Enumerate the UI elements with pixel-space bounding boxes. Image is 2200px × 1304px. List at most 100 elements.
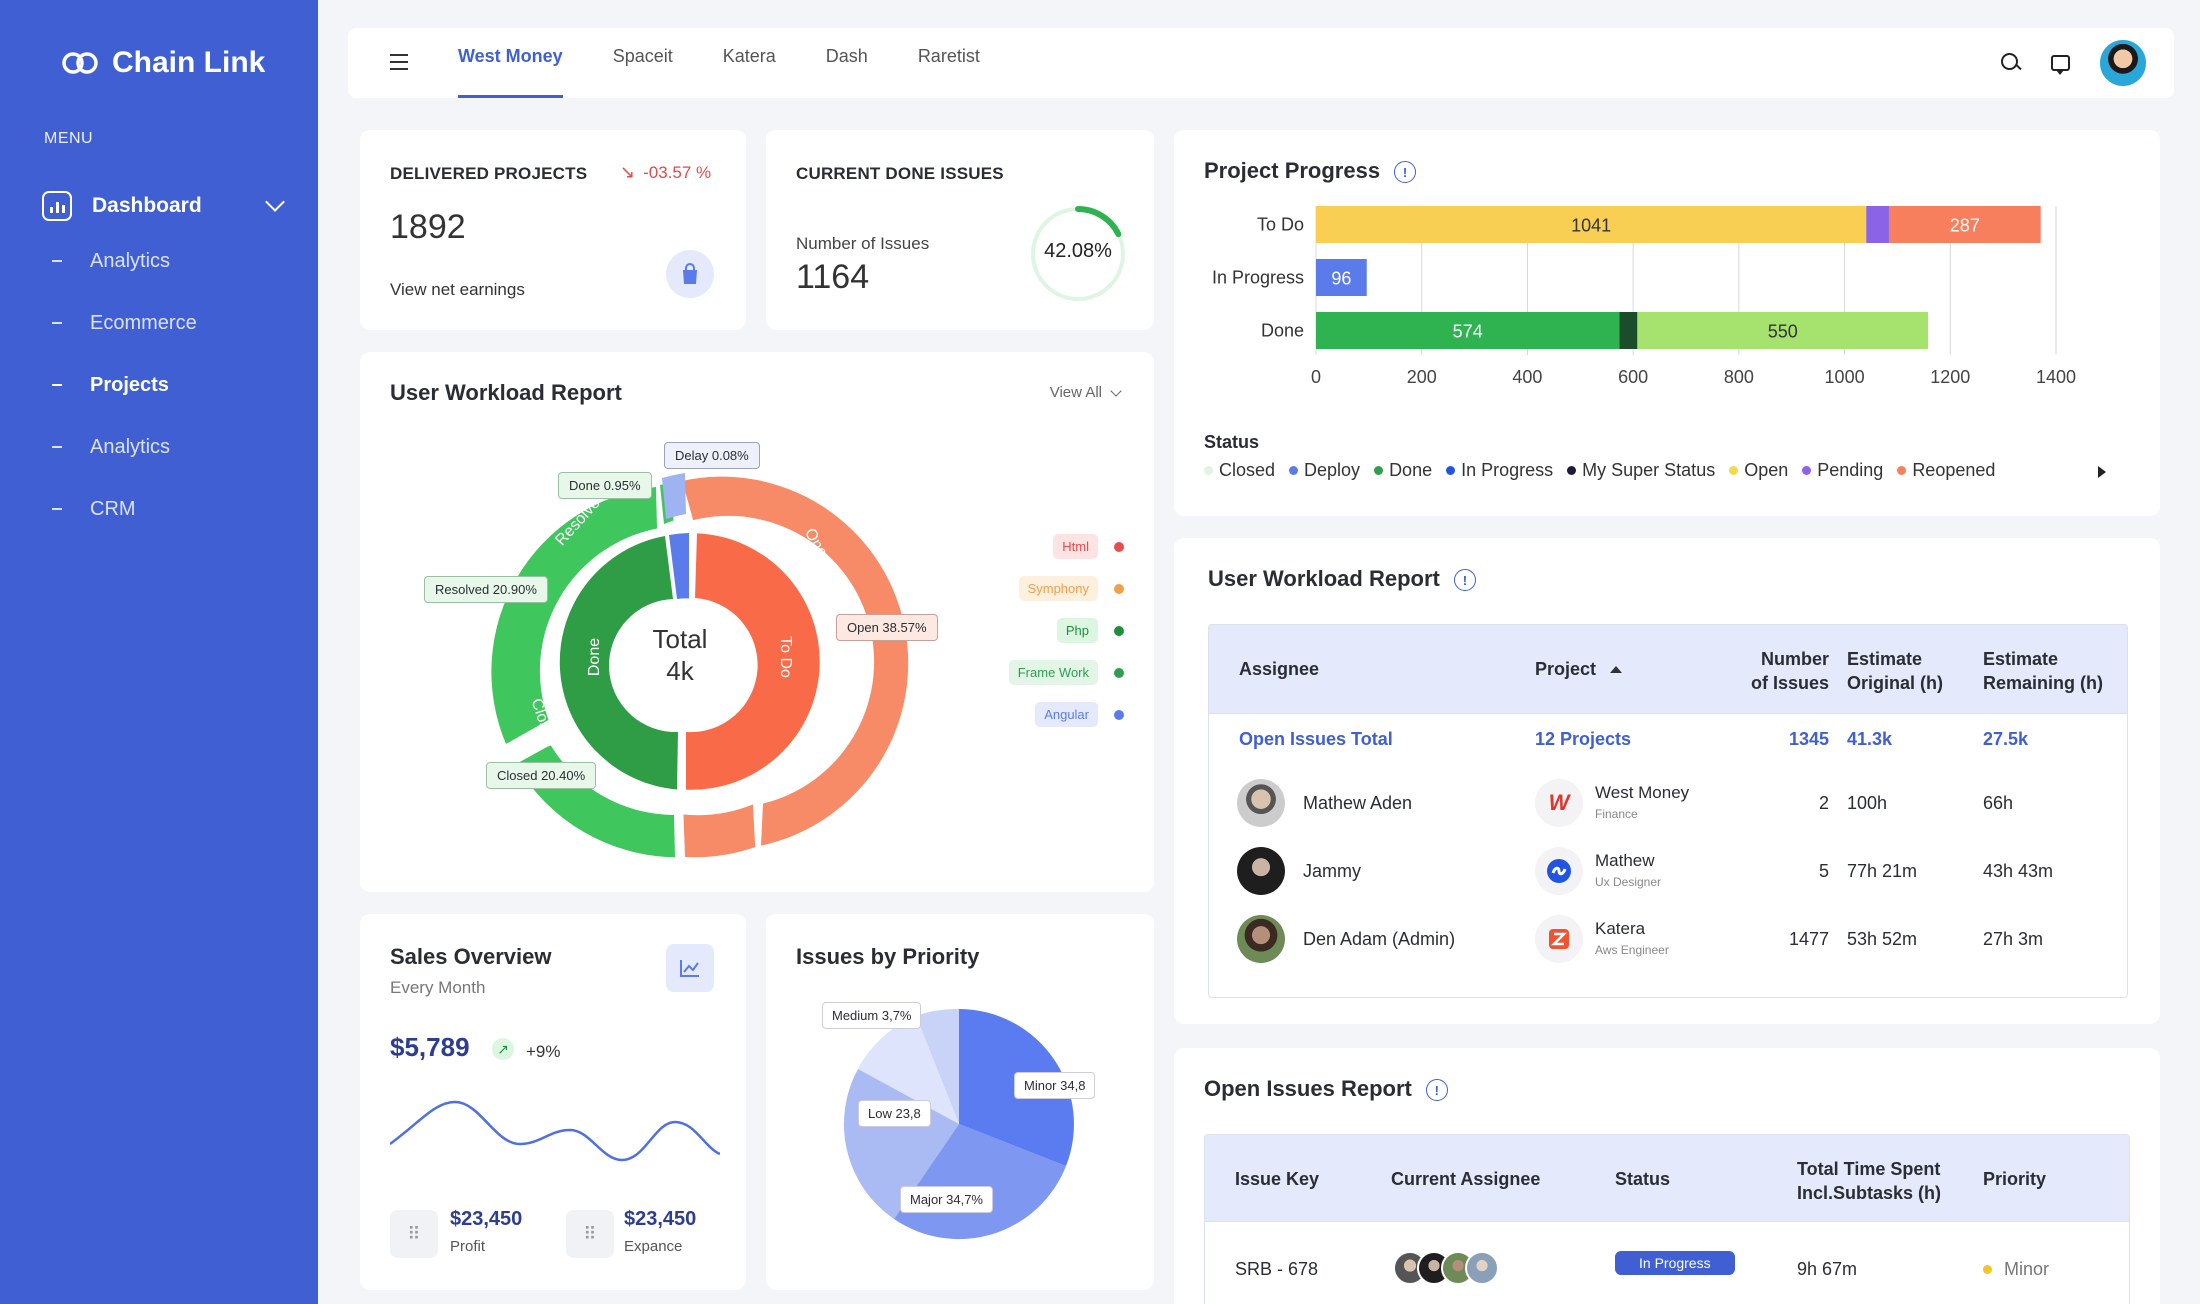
legend-item-pending[interactable]: Pending [1802,460,1883,481]
assignee-name[interactable]: Mathew Aden [1303,793,1413,813]
issue-key[interactable]: SRB - 678 [1235,1259,1319,1279]
segment-open[interactable] [682,476,909,846]
avatar [1237,847,1285,895]
ring-label-done: Done [586,637,604,677]
sidebar-nav: Dashboard Analytics Ecommerce Projects A… [0,182,318,540]
col-current-assignee[interactable]: Current Assignee [1391,1169,1541,1189]
legend-item-angular[interactable]: Angular [1035,702,1124,727]
col-issue-key[interactable]: Issue Key [1235,1169,1320,1189]
info-icon[interactable]: ! [1453,569,1476,592]
west-money-logo-icon: W [1535,779,1583,827]
col-estimate-original[interactable]: Estimate Original (h) [1847,647,1943,695]
col-status[interactable]: Status [1615,1169,1671,1189]
view-all-button[interactable]: View All [1050,384,1122,401]
data-label: 287 [1950,216,1980,236]
x-tick-label: 1000 [1825,367,1865,387]
data-label: 550 [1768,322,1798,342]
info-icon[interactable]: ! [1394,161,1417,184]
col-total-time[interactable]: Total Time Spent Incl.Subtasks (h) [1797,1157,1941,1205]
segment-todo-outer[interactable] [683,804,756,858]
legend-item-html[interactable]: Html [1053,534,1124,559]
legend-dot [1114,583,1124,594]
col-assignee[interactable]: Assignee [1239,659,1320,679]
legend-item-symphony[interactable]: Symphony [1018,576,1124,601]
segment-delay[interactable] [662,473,686,519]
project-name[interactable]: West Money [1595,783,1690,802]
total-projects[interactable]: 12 Projects [1535,729,1632,749]
chat-icon[interactable] [2051,55,2070,75]
view-net-earnings-link[interactable]: View net earnings [390,280,525,299]
sidebar-item-crm[interactable]: CRM [0,478,318,540]
legend-item-framework[interactable]: Frame Work [1008,660,1124,685]
legend-label: In Progress [1461,460,1554,480]
slice-medium[interactable] [916,1008,959,1124]
callout-resolved: Resolved 20.90% [424,576,548,603]
legend-next-icon[interactable] [2098,466,2106,478]
sidebar-item-analytics[interactable]: Analytics [0,230,318,292]
legend-item-done[interactable]: Done [1374,460,1432,481]
tab-dash[interactable]: Dash [825,46,868,66]
project-name[interactable]: Mathew [1595,851,1655,870]
card-title: User Workload Report [390,380,622,405]
bar-pending[interactable] [1866,206,1889,243]
sidebar-item-analytics-2[interactable]: Analytics [0,416,318,478]
shopping-bag-icon [683,263,697,284]
legend-item-open[interactable]: Open [1729,460,1788,481]
legend-item-php[interactable]: Php [1056,618,1124,643]
legend-item-deploy[interactable]: Deploy [1289,460,1360,481]
info-icon[interactable]: ! [1425,1079,1448,1102]
data-label: 1041 [1571,216,1611,236]
slice-medium-2[interactable] [858,1016,959,1124]
callout-open: Open 38.57% [836,614,938,641]
issues-count: 1477 [1788,929,1829,949]
bar-closed[interactable] [1637,312,1929,349]
label-major: Major 34,7% [900,1186,993,1213]
bar-my-super-status[interactable] [1619,312,1638,349]
bar-done[interactable] [1316,312,1620,349]
col-project[interactable]: Project [1535,659,1623,680]
tab-west-money[interactable]: West Money [458,28,588,98]
hamburger-menu-icon[interactable] [390,54,408,75]
project-name[interactable]: Katera [1595,919,1646,938]
search-icon[interactable] [2001,53,2021,73]
legend-item-reopened[interactable]: Reopened [1897,460,1995,481]
sales-overview-card: Sales Overview Every Month $5,789 ↗ +9% … [360,914,746,1290]
dash-icon [52,322,62,324]
estimate-orig: 100h [1847,793,1888,813]
col-issues[interactable]: Number of Issues [1729,647,1829,695]
sidebar-item-projects[interactable]: Projects [0,354,318,416]
tab-katera[interactable]: Katera [722,46,776,66]
bar-in-progress[interactable] [1316,259,1367,296]
assignee-name[interactable]: Jammy [1303,861,1361,881]
col-priority[interactable]: Priority [1983,1169,2047,1189]
segment-inner-blue[interactable] [669,533,689,599]
user-avatar[interactable] [2100,40,2146,86]
tab-raretist[interactable]: Raretist [917,46,980,66]
grip-icon: ⠿ [566,1210,614,1258]
priority-dot [1983,1265,1992,1274]
tab-spaceit[interactable]: Spaceit [612,46,673,66]
x-tick-label: 200 [1407,367,1437,387]
segment-done[interactable] [559,536,678,790]
assignee-name[interactable]: Den Adam (Admin) [1303,929,1456,949]
sidebar-item-ecommerce[interactable]: Ecommerce [0,292,318,354]
segment-resolved[interactable] [491,487,657,744]
bag-button[interactable] [666,250,714,298]
sidebar-item-dashboard[interactable]: Dashboard [0,182,318,230]
segment-todo-inner[interactable] [686,533,820,790]
legend-item-closed[interactable]: Closed [1204,460,1275,481]
brand-logo[interactable]: Chain Link [62,46,265,80]
avatar [1465,1251,1499,1285]
assignee-avatar-stack[interactable] [1393,1251,1499,1285]
bar-reopened[interactable] [1888,206,2041,243]
chain-link-icon [62,52,98,74]
legend-item-my-super-status[interactable]: My Super Status [1567,460,1715,481]
bar-open[interactable] [1316,206,1867,243]
chart-button[interactable] [666,944,714,992]
col-estimate-remaining[interactable]: Estimate Remaining (h) [1983,647,2103,695]
workload-donut [491,473,909,858]
card-title: Open Issues Report! [1204,1076,1448,1102]
avatar [1237,779,1285,827]
legend-item-in-progress[interactable]: In Progress [1446,460,1553,481]
expense-label: Expance [624,1238,683,1255]
